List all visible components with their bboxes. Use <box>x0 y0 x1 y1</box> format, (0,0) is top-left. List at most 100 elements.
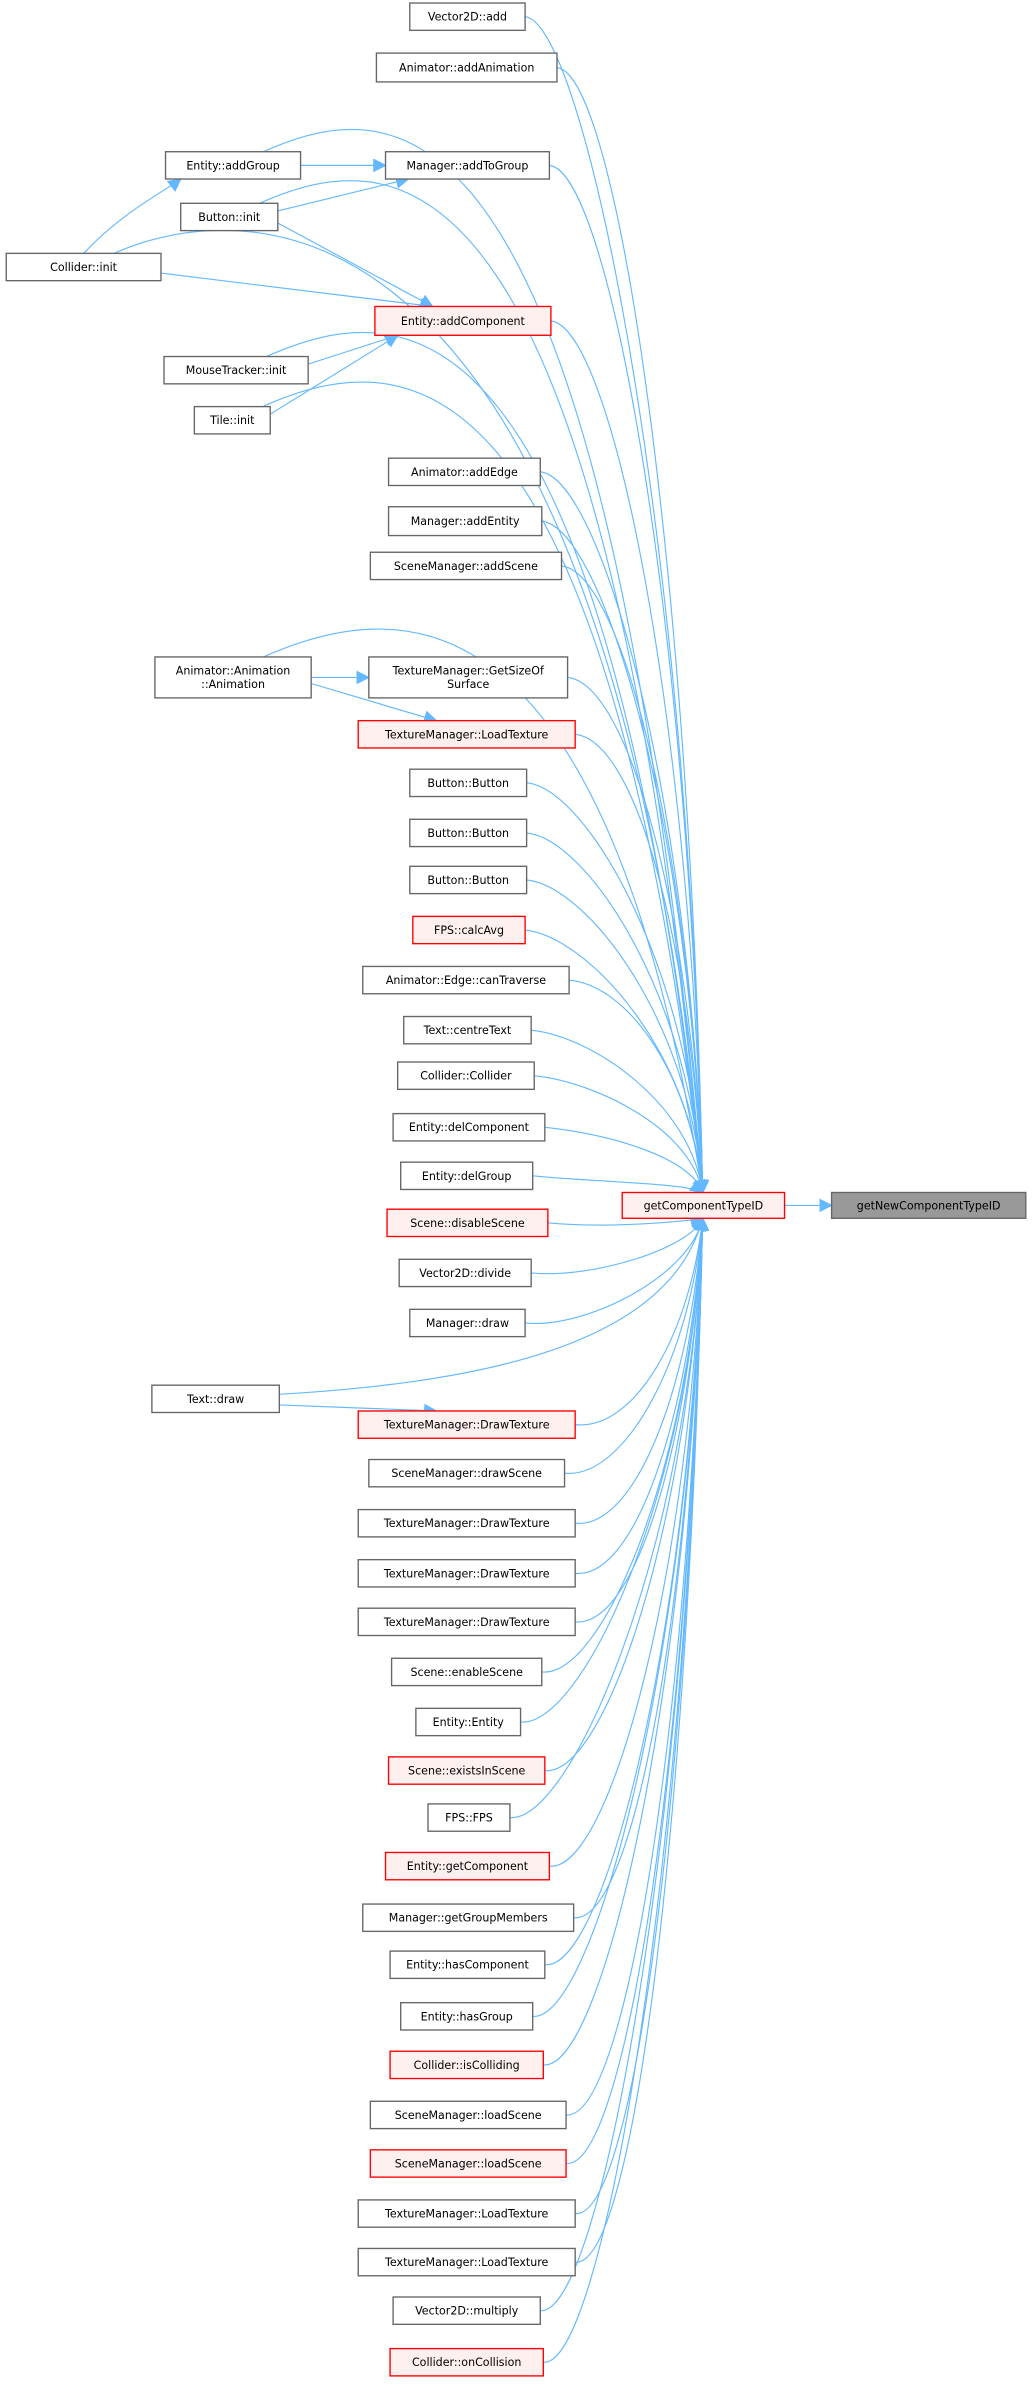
node-box <box>368 656 569 699</box>
function-node[interactable]: TextureManager::DrawTexture <box>357 1410 576 1439</box>
node-box <box>392 1112 546 1142</box>
node-label: Entity::hasGroup <box>421 2010 513 2023</box>
node-box <box>357 719 576 749</box>
node-label: Animator::addAnimation <box>399 61 534 74</box>
node-box <box>621 1191 786 1219</box>
call-edge <box>556 66 710 1194</box>
node-label: Collider::Collider <box>420 1070 512 1083</box>
function-node[interactable]: Animator::addAnimation <box>375 52 558 83</box>
node-box <box>362 1903 575 1933</box>
node-box <box>387 457 541 487</box>
call-edge <box>83 178 182 254</box>
node-label: Entity::delGroup <box>422 1170 512 1183</box>
function-node[interactable]: TextureManager::DrawTexture <box>357 1607 576 1637</box>
function-node[interactable]: FPS::calcAvg <box>412 915 526 945</box>
function-node[interactable]: TextureManager::DrawTexture <box>357 1508 576 1538</box>
function-node[interactable]: Text::draw <box>151 1384 281 1414</box>
function-node[interactable]: Entity::addGroup <box>164 151 302 180</box>
function-node[interactable]: SceneManager::drawScene <box>368 1458 566 1488</box>
function-node[interactable]: Button::Button <box>409 818 528 848</box>
function-node[interactable]: Collider::Collider <box>396 1061 535 1091</box>
call-edge <box>525 16 710 1194</box>
node-box <box>357 1558 576 1588</box>
function-node[interactable]: Collider::init <box>5 252 162 282</box>
node-label: Vector2D::divide <box>419 1267 511 1280</box>
function-node[interactable]: SceneManager::loadScene <box>369 2100 567 2130</box>
get-component-type-id-node[interactable]: getComponentTypeID <box>621 1191 786 1219</box>
node-label: Manager::draw <box>426 1317 509 1330</box>
function-node[interactable]: SceneManager::addScene <box>369 551 563 581</box>
function-node[interactable]: Text::centreText <box>403 1015 532 1045</box>
node-box <box>374 305 552 336</box>
function-node[interactable]: Animator::Animation::Animation <box>154 656 312 699</box>
function-node[interactable]: Button::init <box>180 202 279 232</box>
node-label: SceneManager::drawScene <box>391 1467 542 1480</box>
function-node[interactable]: TextureManager::DrawTexture <box>357 1558 576 1588</box>
call-edge <box>540 471 710 1194</box>
function-node[interactable]: Entity::delGroup <box>400 1161 534 1191</box>
function-node[interactable]: Scene::existsInScene <box>387 1756 546 1785</box>
call-edge <box>567 676 709 1194</box>
node-label: SceneManager::loadScene <box>395 2157 542 2170</box>
node-box <box>163 355 309 385</box>
function-node[interactable]: TextureManager::LoadTexture <box>357 2199 576 2228</box>
function-node[interactable]: Entity::addComponent <box>374 305 552 336</box>
function-node[interactable]: Entity::delComponent <box>392 1112 546 1142</box>
node-label: Entity::hasComponent <box>406 1959 529 1972</box>
node-label: getComponentTypeID <box>644 1199 764 1212</box>
call-edge <box>550 320 710 1194</box>
node-label: Button::Button <box>427 874 509 887</box>
function-node[interactable]: MouseTracker::init <box>163 355 309 385</box>
function-node[interactable]: Manager::addToGroup <box>384 151 551 180</box>
node-box <box>357 1508 576 1538</box>
function-node[interactable]: SceneManager::loadScene <box>369 2149 567 2178</box>
function-node[interactable]: Entity::hasComponent <box>389 1950 546 1980</box>
function-node[interactable]: Scene::enableScene <box>390 1657 543 1687</box>
call-edge <box>541 1216 709 1673</box>
function-node[interactable]: FPS::FPS <box>427 1803 511 1832</box>
function-node[interactable]: Button::Button <box>409 768 528 798</box>
function-node[interactable]: Animator::Edge::canTraverse <box>362 965 570 995</box>
node-label: TextureManager::LoadTexture <box>384 728 548 741</box>
get-new-component-type-id-node[interactable]: getNewComponentTypeID <box>830 1191 1027 1219</box>
function-node[interactable]: Manager::getGroupMembers <box>362 1903 575 1933</box>
call-edge <box>564 1216 709 1474</box>
function-node[interactable]: TextureManager::LoadTexture <box>357 719 576 749</box>
node-box <box>164 151 302 180</box>
call-edge <box>575 733 709 1194</box>
node-box <box>830 1191 1027 1219</box>
node-label: Collider::onCollision <box>412 2356 521 2369</box>
function-node[interactable]: Collider::isColliding <box>389 2050 544 2080</box>
function-node[interactable]: Vector2D::multiply <box>392 2296 541 2325</box>
node-box <box>392 2296 541 2325</box>
function-node[interactable]: Tile::init <box>193 405 271 435</box>
node-label: Collider::isColliding <box>414 2059 520 2072</box>
node-box <box>357 2247 576 2277</box>
node-box <box>5 252 162 282</box>
function-node[interactable]: Entity::Entity <box>415 1707 522 1737</box>
node-box <box>384 1851 551 1881</box>
node-box <box>400 2001 534 2031</box>
function-node[interactable]: TextureManager::LoadTexture <box>357 2247 576 2277</box>
node-box <box>427 1803 511 1832</box>
node-label: TextureManager::LoadTexture <box>384 2256 548 2269</box>
function-node[interactable]: Collider::onCollision <box>389 2347 544 2377</box>
call-edge <box>575 1216 710 2263</box>
function-node[interactable]: Button::Button <box>409 865 528 895</box>
node-box <box>154 656 312 699</box>
call-edge <box>534 1075 708 1194</box>
call-edge <box>160 272 434 312</box>
node-box <box>409 818 528 848</box>
call-edge <box>540 1216 710 2312</box>
function-node[interactable]: Scene::disableScene <box>386 1208 549 1238</box>
function-node[interactable]: Vector2D::divide <box>398 1258 532 1288</box>
node-label: SceneManager::loadScene <box>395 2109 542 2122</box>
function-node[interactable]: Manager::draw <box>409 1308 526 1338</box>
function-node[interactable]: Animator::addEdge <box>387 457 541 487</box>
function-node[interactable]: Manager::addEntity <box>387 506 543 537</box>
function-node[interactable]: Vector2D::add <box>409 2 526 32</box>
function-node[interactable]: Entity::getComponent <box>384 1851 551 1881</box>
function-node[interactable]: Entity::hasGroup <box>400 2001 534 2031</box>
